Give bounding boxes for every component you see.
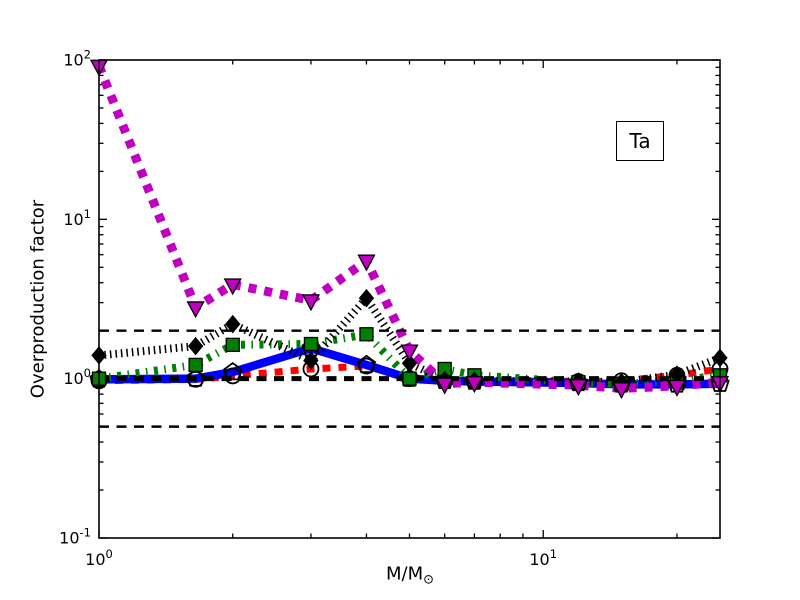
series-line-magenta-dashed-triangles [99, 64, 720, 393]
marker-square-icon [303, 336, 319, 352]
marker-triangle-down-icon [667, 379, 687, 397]
y-tick-label: 102 [63, 48, 91, 70]
x-axis-title: M/M⊙ [385, 563, 435, 588]
marker-triangle-down-icon [465, 376, 484, 394]
marker-triangle-down-icon [223, 278, 242, 296]
marker-triangle-down-icon [301, 294, 321, 312]
marker-pentagon-icon [356, 354, 377, 374]
series-lines [99, 64, 720, 393]
marker-pentagon-icon [399, 368, 420, 387]
marker-pentagon-icon [186, 368, 206, 387]
marker-triangle-down-icon [357, 254, 376, 272]
marker-square-icon [188, 357, 203, 373]
marker-diamond-icon [225, 314, 241, 334]
y-axis-title: Overproduction factor [27, 199, 49, 399]
x-axis-title-text: M/M [385, 563, 424, 585]
solar-mass-symbol: ⊙ [423, 572, 435, 588]
y-tick-label: 10-1 [59, 526, 91, 548]
markers-magenta-dashed-triangles [89, 59, 730, 400]
axes-frame [98, 59, 721, 539]
element-annotation-text: Ta [629, 129, 651, 153]
marker-diamond-icon [401, 353, 418, 373]
marker-triangle-down-icon [612, 382, 631, 400]
marker-square-icon [402, 371, 417, 386]
series-markers [89, 59, 730, 400]
x-tick-label: 100 [85, 547, 113, 569]
y-tick-label: 100 [63, 366, 91, 388]
marker-square-icon [225, 337, 240, 353]
x-tick-label: 101 [529, 547, 557, 569]
marker-triangle-down-icon [569, 379, 588, 397]
marker-circle-icon [224, 367, 242, 385]
element-annotation-box: Ta [616, 121, 664, 161]
marker-diamond-icon [187, 336, 204, 356]
marker-triangle-down-icon [435, 377, 454, 395]
marker-triangle-down-icon [186, 301, 205, 319]
marker-diamond-icon [303, 351, 319, 370]
marker-square-icon [359, 327, 374, 342]
y-tick-label: 101 [63, 207, 91, 229]
marker-triangle-down-icon [400, 344, 419, 362]
marker-pentagon-icon [223, 361, 243, 381]
marker-diamond-icon [358, 288, 375, 308]
